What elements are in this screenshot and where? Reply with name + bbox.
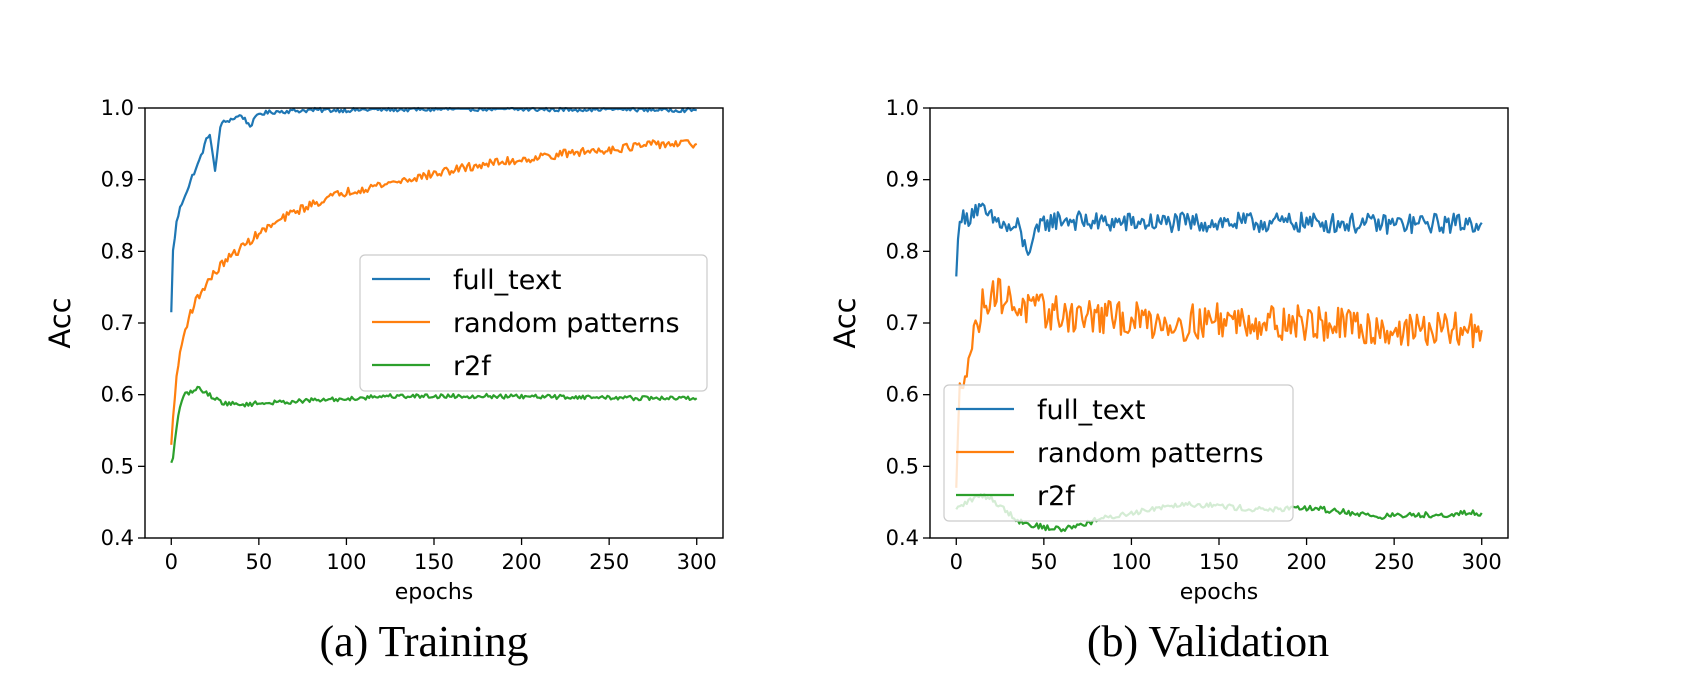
subfigure-caption: (a) Training [320, 617, 529, 666]
y-tick-label: 1.0 [101, 96, 134, 120]
x-tick-label: 50 [245, 550, 272, 574]
legend-label: full_text [453, 265, 561, 296]
subfigure-caption: (b) Validation [1087, 617, 1329, 666]
y-tick-label: 0.4 [886, 526, 919, 550]
y-tick-label: 0.6 [886, 383, 919, 407]
series-line-random-patterns [170, 139, 698, 445]
y-tick-label: 0.8 [886, 239, 919, 263]
x-tick-label: 50 [1030, 550, 1057, 574]
y-tick-label: 0.5 [101, 454, 134, 478]
x-tick-label: 300 [1462, 550, 1502, 574]
y-tick-label: 0.9 [101, 168, 134, 192]
legend-label: r2f [1037, 481, 1076, 512]
y-tick-label: 0.7 [101, 311, 134, 335]
x-tick-label: 150 [1199, 550, 1239, 574]
legend-label: random patterns [1037, 438, 1264, 469]
legend-label: r2f [453, 351, 492, 382]
series-line-random-patterns [955, 277, 1483, 488]
y-axis-label: Acc [43, 297, 77, 348]
legend-box [943, 384, 1294, 522]
y-tick-label: 0.9 [886, 168, 919, 192]
legend-label: random patterns [453, 308, 680, 339]
legend-box [359, 254, 708, 392]
y-tick-label: 0.5 [886, 454, 919, 478]
x-tick-label: 0 [165, 550, 178, 574]
x-tick-label: 250 [589, 550, 629, 574]
x-axis-label: epochs [395, 580, 473, 605]
x-tick-label: 250 [1374, 550, 1414, 574]
y-tick-label: 1.0 [886, 96, 919, 120]
y-axis-label: Acc [828, 297, 862, 348]
y-tick-label: 0.7 [886, 311, 919, 335]
x-tick-label: 300 [677, 550, 717, 574]
x-tick-label: 150 [414, 550, 454, 574]
y-tick-label: 0.6 [101, 383, 134, 407]
x-tick-label: 100 [1111, 550, 1151, 574]
x-tick-label: 0 [950, 550, 963, 574]
x-tick-label: 200 [502, 550, 542, 574]
y-tick-label: 0.8 [101, 239, 134, 263]
x-axis-label: epochs [1180, 580, 1258, 605]
panel-training: 0 50 100 150 200 250 300 0.4 0.5 0.6 0.7 0.8 0.9 1.0 e… [43, 96, 724, 666]
series-line-full-text [170, 106, 697, 313]
x-tick-label: 100 [326, 550, 366, 574]
x-tick-label: 200 [1287, 550, 1327, 574]
legend-label: full_text [1037, 395, 1145, 426]
y-tick-label: 0.4 [101, 526, 134, 550]
series-line-r2f [170, 385, 698, 464]
series-line-full-text [955, 202, 1483, 277]
panel-validation: 0 50 100 150 200 250 300 0.4 0.5 0.6 0.7 0.8 0.9 1.0 e… [828, 96, 1509, 666]
